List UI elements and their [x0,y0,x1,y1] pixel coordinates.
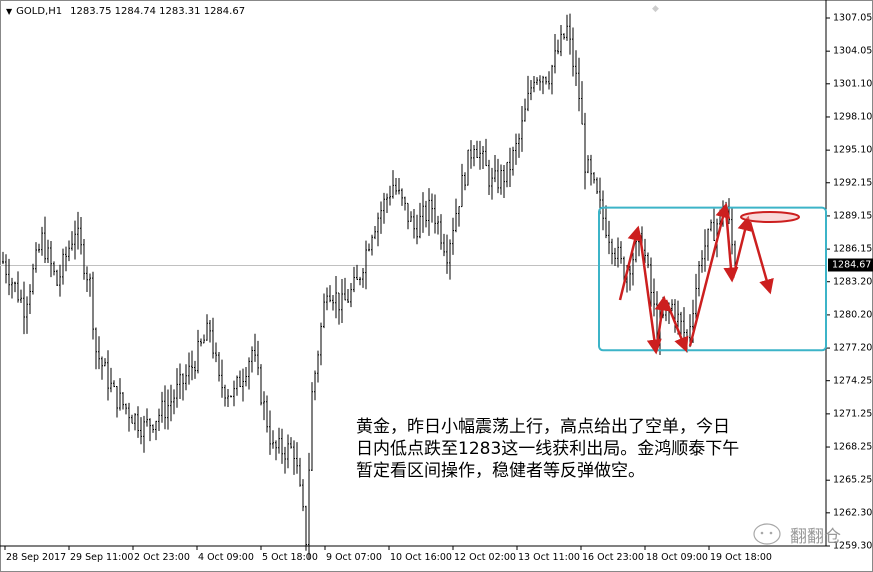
note-line: 暂定看区间操作，稳健者等反弹做空。 [356,461,645,481]
current-price-label: 1284.67 [828,258,873,272]
trend-arrow [688,202,731,347]
x-tick-label: 12 Oct 02:00 [454,552,516,563]
x-tick-label: 13 Oct 11:00 [518,552,580,563]
y-tick-label: 1268.25 [833,441,873,453]
x-tick-label: 9 Oct 07:00 [326,552,382,563]
trend-arrow [723,209,739,283]
y-tick-label: 1298.10 [833,111,873,123]
y-tick-label: 1286.15 [833,243,873,255]
y-tick-label: 1295.10 [833,144,873,156]
y-tick-label: 1292.15 [833,177,873,189]
chart-header: ▼ GOLD,H1 1283.75 1284.74 1283.31 1284.6… [6,6,245,17]
x-tick-label: 18 Oct 09:00 [646,552,708,563]
range-box [598,206,827,352]
x-tick-label: 2 Oct 23:00 [134,552,190,563]
y-tick-label: 1289.15 [833,210,873,222]
x-tick-label: 4 Oct 09:00 [198,552,254,563]
target-ellipse [740,211,800,223]
y-tick-label: 1280.20 [833,309,873,321]
ohlc-values: 1283.75 1284.74 1283.31 1284.67 [70,6,246,17]
symbol-label: GOLD,H1 [16,6,63,17]
trend-arrow [654,295,670,346]
y-tick-label: 1262.30 [833,507,873,519]
chart-corner-icon: ◆ [652,4,659,14]
y-tick-label: 1274.25 [833,375,873,387]
y-tick-label: 1304.05 [833,45,873,57]
y-tick-label: 1277.20 [833,342,873,354]
trend-arrow [731,215,753,279]
y-tick-label: 1259.30 [833,540,873,552]
x-tick-label: 29 Sep 11:00 [70,552,134,563]
dropdown-triangle-icon[interactable]: ▼ [6,7,13,16]
note-line: 日内低点跌至1283这一线获利出局。金鸿顺泰下午 [356,439,740,459]
note-line: 黄金，昨日小幅震荡上行，高点给出了空单，今日 [356,417,730,437]
y-tick-label: 1301.10 [833,78,873,90]
x-tick-label: 5 Oct 18:00 [262,552,318,563]
x-tick-label: 19 Oct 18:00 [710,552,772,563]
x-tick-label: 16 Oct 23:00 [582,552,644,563]
y-tick-label: 1271.25 [833,408,873,420]
analysis-note: 黄金，昨日小幅震荡上行，高点给出了空单，今日 日内低点跌至1283这一线获利出局… [356,416,739,482]
trend-arrow [638,234,662,355]
trend-arrow [748,221,774,295]
x-tick-label: 10 Oct 16:00 [390,552,452,563]
watermark: 翻翻仓 [752,521,841,547]
y-tick-label: 1307.05 [833,12,873,24]
trend-arrow [664,299,689,353]
trend-arrow [618,225,643,301]
watermark-text: 翻翻仓 [790,526,841,547]
x-tick-label: 28 Sep 2017 [6,552,67,563]
y-tick-label: 1283.20 [833,276,873,288]
wechat-icon [753,523,781,545]
y-tick-label: 1265.25 [833,474,873,486]
